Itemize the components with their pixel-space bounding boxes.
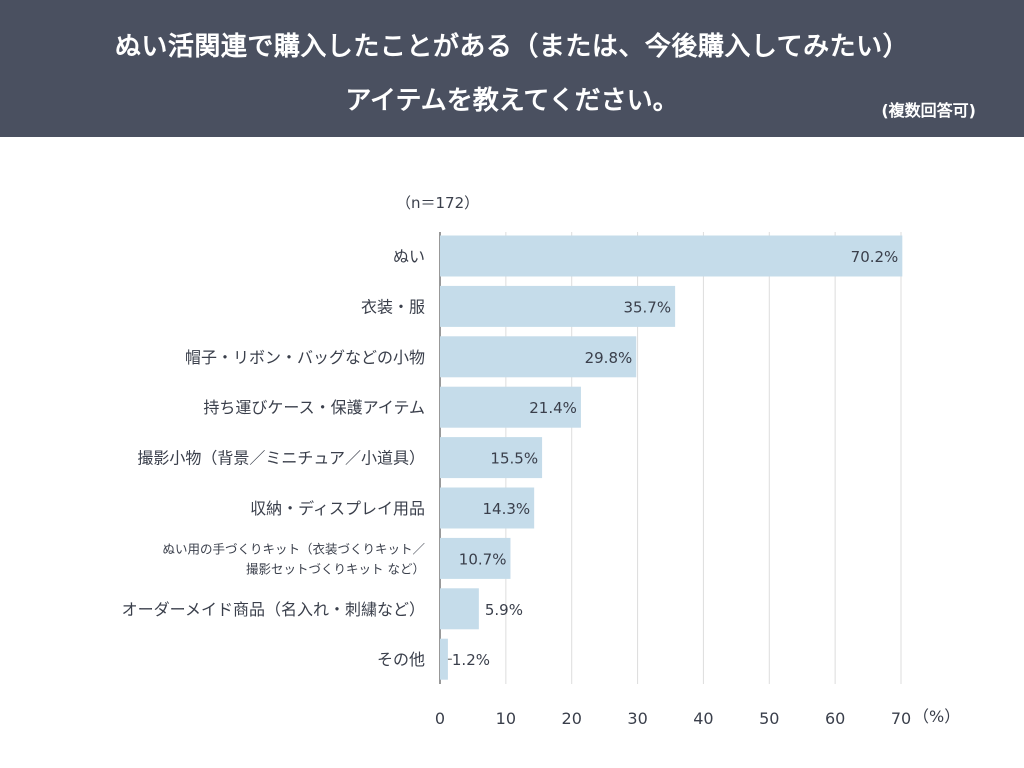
category-label: 撮影小物（背景／ミニチュア／小道具） <box>137 449 425 468</box>
x-tick-label: 60 <box>825 709 845 728</box>
data-label: 5.9% <box>485 601 523 619</box>
x-tick-label: 70 <box>891 709 911 728</box>
bar <box>440 487 535 529</box>
bar <box>440 336 637 378</box>
data-label: 1.2% <box>452 651 490 669</box>
category-label: オーダーメイド商品（名入れ・刺繍など） <box>122 600 425 619</box>
data-label: 70.2% <box>851 248 899 266</box>
bar <box>440 437 543 479</box>
x-unit-label: （%） <box>913 707 960 726</box>
x-tick-label: 40 <box>693 709 713 728</box>
category-label: 撮影セットづくりキット など） <box>246 561 425 576</box>
bar <box>440 386 581 428</box>
title-line-1: ぬい活関連で購入したことがある（または、今後購入してみたい） <box>114 32 910 62</box>
sample-size: （n＝172） <box>396 194 480 212</box>
title-banner: ぬい活関連で購入したことがある（または、今後購入してみたい） アイテムを教えてく… <box>0 0 1024 137</box>
category-label: ぬい用の手づくりキット（衣装づくりキット／ <box>162 541 425 556</box>
category-label: ぬい <box>393 247 425 266</box>
data-label: 21.4% <box>529 399 577 417</box>
category-label: 収納・ディスプレイ用品 <box>250 499 425 518</box>
category-label: 衣装・服 <box>361 297 425 316</box>
x-tick-label: 20 <box>562 709 582 728</box>
title-line-2: アイテムを教えてください。 <box>345 86 679 116</box>
multiple-answers-note: (複数回答可) <box>881 101 976 120</box>
bar <box>440 588 479 630</box>
bar <box>440 638 448 680</box>
bar <box>440 235 903 277</box>
category-label: 持ち運びケース・保護アイテム <box>203 398 425 417</box>
category-label: 帽子・リボン・バッグなどの小物 <box>185 348 425 367</box>
x-tick-label: 0 <box>435 709 445 728</box>
category-label: その他 <box>377 650 425 669</box>
x-tick-label: 30 <box>627 709 647 728</box>
data-label: 29.8% <box>585 349 633 367</box>
x-tick-label: 10 <box>496 709 516 728</box>
x-tick-label: 50 <box>759 709 779 728</box>
data-label: 15.5% <box>490 450 538 468</box>
data-label: 10.7% <box>459 550 507 568</box>
data-label: 35.7% <box>623 298 671 316</box>
bar <box>440 537 511 579</box>
data-label: 14.3% <box>483 500 531 518</box>
bar <box>440 285 676 327</box>
